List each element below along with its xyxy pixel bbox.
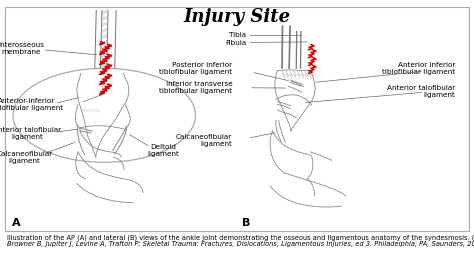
Text: Anterior talofibular
ligament: Anterior talofibular ligament <box>387 85 455 98</box>
Text: Injury Site: Injury Site <box>183 8 291 26</box>
Text: Fibula: Fibula <box>225 40 246 46</box>
Text: Browner B, Jupiter J, Levine A, Trafton P: Skeletal Trauma: Fractures, Dislocati: Browner B, Jupiter J, Levine A, Trafton … <box>7 240 474 247</box>
Text: Interosseous
membrane: Interosseous membrane <box>0 42 45 55</box>
Text: A: A <box>12 218 20 228</box>
Text: Calcaneofibular
ligament: Calcaneofibular ligament <box>0 151 53 164</box>
Text: Inferior transverse
tibiofibular ligament: Inferior transverse tibiofibular ligamen… <box>159 81 232 94</box>
Text: Anterior talofibular
ligament: Anterior talofibular ligament <box>0 127 62 140</box>
Text: Calcaneofibular
ligament: Calcaneofibular ligament <box>176 134 232 147</box>
Text: B: B <box>242 218 250 228</box>
Text: Tibia: Tibia <box>229 32 246 38</box>
Text: Posterior inferior
tibiofibular ligament: Posterior inferior tibiofibular ligament <box>159 62 232 75</box>
Text: Anterior-inferior
tibiofibular ligament: Anterior-inferior tibiofibular ligament <box>0 98 63 111</box>
Bar <box>5 7 469 231</box>
Text: Illustration of the AP (A) and lateral (B) views of the ankle joint demonstratin: Illustration of the AP (A) and lateral (… <box>7 234 474 241</box>
Text: Anterior inferior
tibiofibular ligament: Anterior inferior tibiofibular ligament <box>382 62 455 75</box>
Ellipse shape <box>13 68 195 162</box>
Text: Deltoid
ligament: Deltoid ligament <box>147 144 180 157</box>
